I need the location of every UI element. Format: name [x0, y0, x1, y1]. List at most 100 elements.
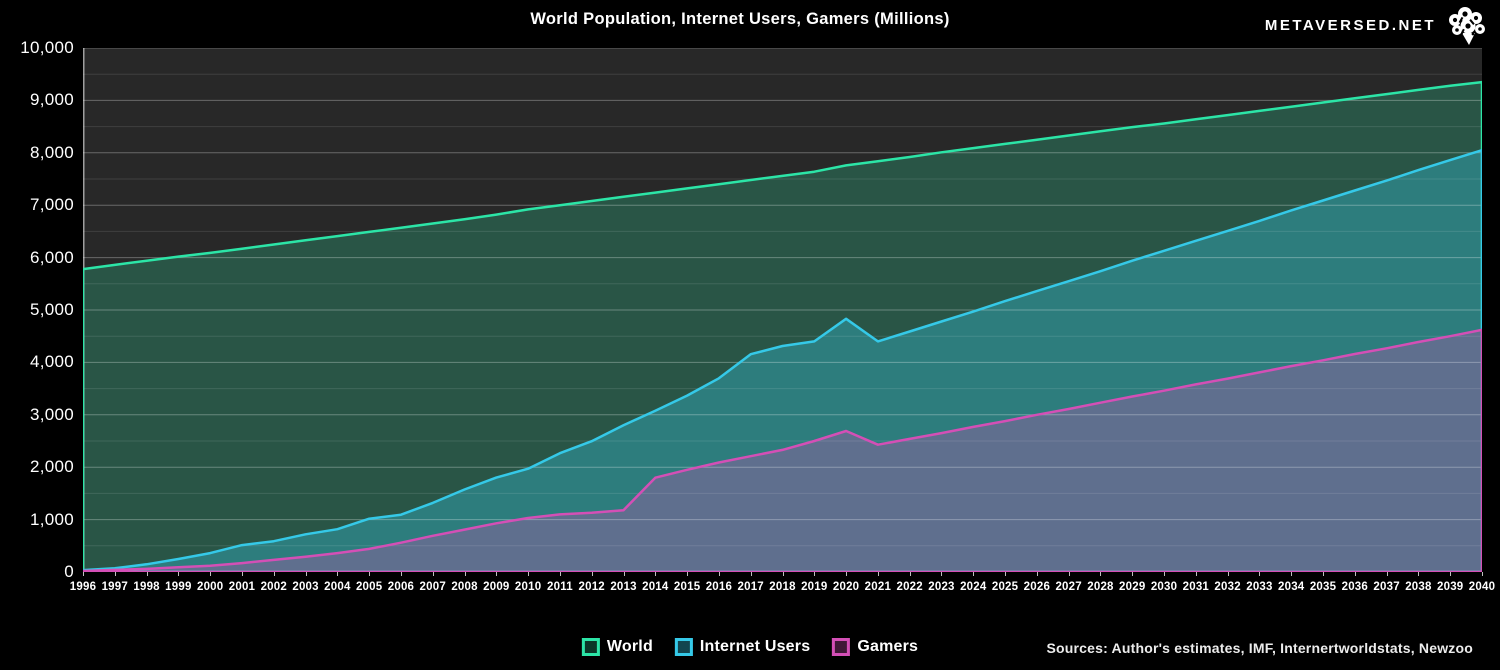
y-axis-label: 7,000: [29, 195, 74, 215]
legend: World Internet Users Gamers: [581, 638, 919, 656]
x-tick: [1100, 572, 1102, 576]
legend-item-world: World: [581, 638, 653, 656]
x-tick: [178, 572, 180, 576]
x-axis-label: 2028: [1087, 581, 1114, 593]
y-axis-label: 2,000: [29, 457, 74, 477]
x-tick: [846, 572, 848, 576]
x-tick: [655, 572, 657, 576]
x-axis-label: 2017: [737, 581, 764, 593]
y-axis-label: 9,000: [29, 90, 74, 110]
x-axis-label: 2032: [1214, 581, 1241, 593]
x-tick: [623, 572, 625, 576]
x-tick: [273, 572, 275, 576]
x-axis-label: 2036: [1341, 581, 1368, 593]
x-axis-label: 2003: [292, 581, 319, 593]
x-tick: [718, 572, 720, 576]
x-axis-label: 2012: [578, 581, 605, 593]
x-tick: [1195, 572, 1197, 576]
x-tick: [1323, 572, 1325, 576]
x-axis-label: 2001: [228, 581, 256, 593]
x-axis-label: 1999: [165, 581, 192, 593]
x-axis-label: 2033: [1246, 581, 1273, 593]
x-tick: [1259, 572, 1261, 576]
legend-label: World: [606, 638, 653, 655]
x-axis-label: 2002: [260, 581, 287, 593]
x-axis-label: 1996: [69, 581, 97, 593]
x-axis-label: 2039: [1437, 581, 1464, 593]
y-axis-label: 0: [64, 562, 74, 581]
x-axis-label: 2000: [196, 581, 224, 593]
legend-marker: [832, 638, 851, 656]
x-tick: [973, 572, 975, 576]
x-tick: [1132, 572, 1134, 576]
x-tick: [687, 572, 689, 576]
plot-area: [83, 48, 1482, 572]
x-tick: [305, 572, 307, 576]
x-axis-label: 2018: [769, 581, 796, 593]
x-axis-label: 2014: [642, 581, 669, 593]
x-tick: [369, 572, 371, 576]
x-tick: [909, 572, 911, 576]
x-tick: [1450, 572, 1452, 576]
brand: METAVERSED.NET: [1265, 4, 1488, 46]
y-axis-label: 8,000: [29, 142, 74, 162]
y-axis-label: 3,000: [29, 404, 74, 424]
x-axis-label: 2009: [483, 581, 510, 593]
legend-label: Internet Users: [699, 638, 811, 655]
x-axis-label: 2005: [355, 581, 383, 593]
x-axis-label: 2011: [547, 581, 573, 593]
x-tick: [559, 572, 561, 576]
series-line-gamers: [83, 328, 1482, 572]
x-axis-label: 2022: [896, 581, 923, 593]
legend-item-internet-users: Internet Users: [674, 638, 811, 656]
series-line-world: [83, 80, 1482, 572]
series-line-internet-users: [83, 148, 1482, 572]
x-axis-label: 2019: [801, 581, 828, 593]
x-axis-label: 2004: [324, 581, 351, 593]
x-tick: [814, 572, 816, 576]
x-tick: [146, 572, 148, 576]
y-axis-label: 6,000: [29, 247, 74, 267]
x-tick: [528, 572, 530, 576]
x-tick: [464, 572, 466, 576]
x-tick: [432, 572, 434, 576]
x-tick: [400, 572, 402, 576]
x-axis-label: 2006: [387, 581, 415, 593]
x-axis-label: 1998: [133, 581, 160, 593]
chart-title: World Population, Internet Users, Gamers…: [530, 10, 950, 28]
x-axis-label: 2027: [1055, 581, 1082, 593]
x-tick: [1386, 572, 1388, 576]
x-tick: [877, 572, 879, 576]
brain-icon: [1449, 7, 1485, 45]
x-axis-label: 2038: [1405, 581, 1432, 593]
x-tick: [1291, 572, 1293, 576]
x-axis-label: 2015: [673, 581, 701, 593]
x-axis-label: 2034: [1278, 581, 1305, 593]
x-tick: [496, 572, 498, 576]
y-axis-label: 5,000: [29, 300, 74, 319]
x-axis-label: 2008: [451, 581, 478, 593]
x-axis-label: 2024: [960, 581, 987, 593]
x-tick: [591, 572, 593, 576]
x-tick: [941, 572, 943, 576]
x-tick: [1036, 572, 1038, 576]
x-axis-label: 2031: [1182, 581, 1210, 593]
legend-label: Gamers: [857, 638, 919, 655]
area-fill-world: [83, 82, 1482, 572]
x-tick: [1005, 572, 1007, 576]
x-tick: [114, 572, 116, 576]
y-axis-label: 4,000: [29, 352, 74, 372]
x-axis-label: 2013: [610, 581, 637, 593]
area-fill-internet-users: [83, 150, 1482, 572]
x-tick: [750, 572, 752, 576]
x-tick: [241, 572, 243, 576]
x-tick: [83, 572, 84, 576]
legend-marker: [581, 638, 600, 656]
x-axis-label: 2016: [705, 581, 733, 593]
brand-name: METAVERSED.NET: [1264, 16, 1436, 34]
x-axis-label: 2023: [928, 581, 955, 593]
x-tick: [1418, 572, 1420, 576]
x-axis-label: 2026: [1023, 581, 1051, 593]
